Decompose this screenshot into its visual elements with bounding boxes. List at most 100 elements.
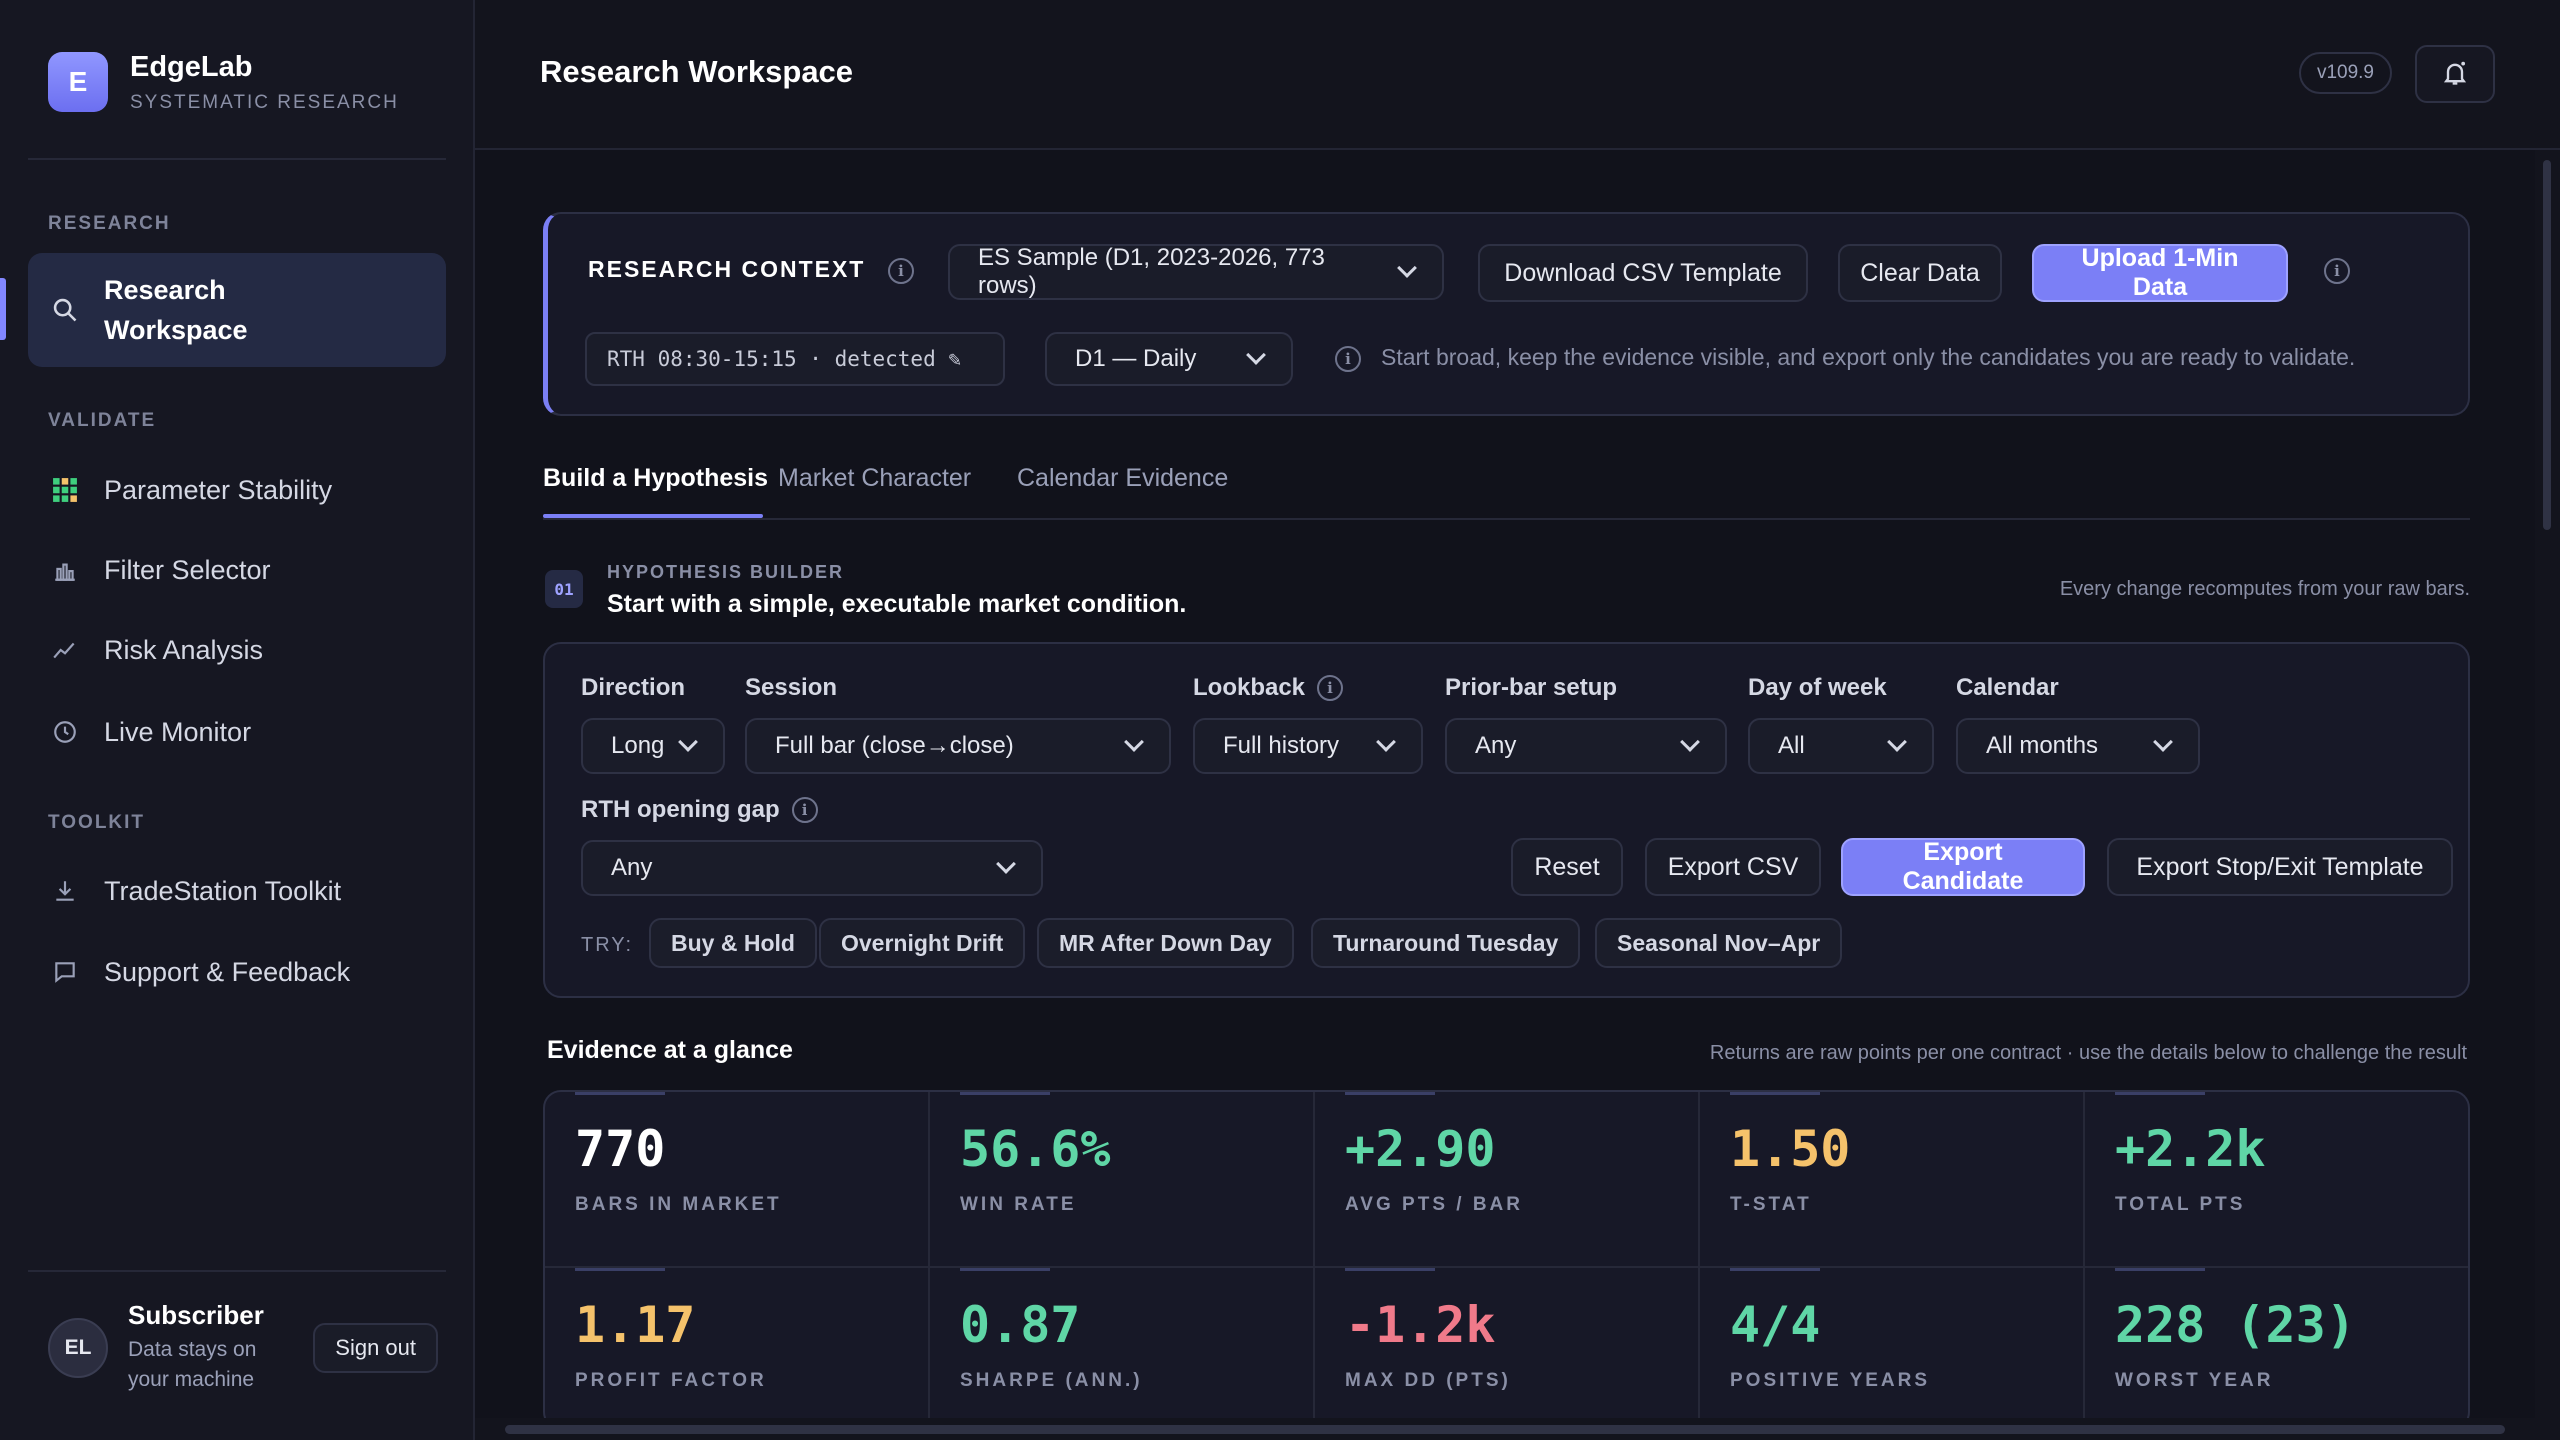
stat-accent-line (1345, 1092, 1435, 1095)
stat-label: AVG PTS / BAR (1345, 1194, 1523, 1215)
stat-card: 228 (23) WORST YEAR (2085, 1268, 2468, 1418)
session-detected-chip[interactable]: RTH 08:30-15:15 · detected ✎ (585, 332, 1005, 386)
sidebar-item-label: Risk Analysis (104, 634, 264, 665)
export-candidate-button[interactable]: Export Candidate (1841, 838, 2085, 896)
sidebar-divider (28, 158, 446, 160)
session-select[interactable]: Full bar (close→close) (745, 718, 1171, 774)
day-of-week-select[interactable]: All (1748, 718, 1934, 774)
scrollbar-thumb[interactable] (505, 1425, 2505, 1434)
stat-label: MAX DD (PTS) (1345, 1370, 1511, 1391)
info-icon[interactable]: i (888, 258, 914, 284)
stat-label: T-STAT (1730, 1194, 1812, 1215)
evidence-stats-grid: 770 BARS IN MARKET 56.6% WIN RATE +2.90 AVG P… (543, 1090, 2470, 1418)
preset-turnaround-tuesday[interactable]: Turnaround Tuesday (1311, 918, 1581, 968)
stat-value: 228 (23) (2115, 1296, 2356, 1354)
page-title: Research Workspace (540, 54, 854, 89)
lookback-select-value: Full history (1223, 732, 1340, 759)
sidebar-item-label: TradeStation Toolkit (104, 875, 342, 906)
reset-button[interactable]: Reset (1511, 838, 1623, 896)
stat-card: 56.6% WIN RATE (930, 1092, 1315, 1268)
sidebar-item-live-monitor[interactable]: Live Monitor (28, 707, 446, 757)
stat-value: 1.50 (1730, 1120, 1851, 1178)
clear-data-button[interactable]: Clear Data (1838, 244, 2002, 302)
stat-value: 56.6% (960, 1120, 1111, 1178)
stat-accent-line (2115, 1092, 2205, 1095)
chevron-down-icon (678, 732, 698, 752)
stat-accent-line (1345, 1268, 1435, 1271)
tab-market-character[interactable]: Market Character (778, 464, 972, 492)
prior-bar-select-value: Any (1475, 732, 1517, 759)
sidebar-item-tradestation-toolkit[interactable]: TradeStation Toolkit (28, 866, 446, 916)
chevron-down-icon (1124, 732, 1144, 752)
info-icon[interactable]: i (1335, 346, 1361, 372)
stat-label: SHARPE (ANN.) (960, 1370, 1143, 1391)
scrollbar-thumb[interactable] (2543, 160, 2551, 530)
sign-out-button[interactable]: Sign out (313, 1322, 438, 1373)
download-csv-template-button[interactable]: Download CSV Template (1478, 244, 1808, 302)
stat-value: 1.17 (575, 1296, 696, 1354)
rth-gap-label-text: RTH opening gap (581, 796, 780, 823)
user-note-line1: Data stays on (128, 1338, 257, 1361)
vertical-scrollbar[interactable] (2535, 150, 2560, 1418)
chat-icon (50, 957, 80, 987)
sidebar-item-support-feedback[interactable]: Support & Feedback (28, 947, 446, 997)
sidebar-item-parameter-stability[interactable]: Parameter Stability (28, 465, 446, 515)
brand-name: EdgeLab (130, 50, 253, 83)
evidence-note: Returns are raw points per one contract … (1709, 1042, 2467, 1064)
sidebar-item-filter-selector[interactable]: Filter Selector (28, 545, 446, 595)
stat-label: WORST YEAR (2115, 1370, 2274, 1391)
lookback-label: Lookback i (1193, 674, 1344, 702)
tab-bar: Build a Hypothesis Market Character Cale… (543, 450, 2470, 520)
session-label: Session (745, 674, 838, 701)
preset-seasonal-nov-apr[interactable]: Seasonal Nov–Apr (1595, 918, 1843, 968)
dataset-select-value: ES Sample (D1, 2023-2026, 773 rows) (978, 244, 1325, 299)
info-icon[interactable]: i (1317, 675, 1344, 701)
export-stop-exit-template-button[interactable]: Export Stop/Exit Template (2107, 838, 2453, 896)
chevron-down-icon (1887, 732, 1907, 752)
grid-icon (50, 475, 80, 505)
section-toolkit: TOOLKIT (48, 812, 146, 833)
stat-card: 0.87 SHARPE (ANN.) (930, 1268, 1315, 1418)
stat-label: TOTAL PTS (2115, 1194, 2246, 1215)
brand[interactable]: E EdgeLab SYSTEMATIC RESEARCH (48, 50, 399, 114)
active-indicator (0, 278, 6, 340)
chevron-down-icon (996, 854, 1016, 874)
sidebar-item-label: Filter Selector (104, 554, 271, 585)
stat-value: 770 (575, 1120, 666, 1178)
sidebar-item-risk-analysis[interactable]: Risk Analysis (28, 625, 446, 675)
brand-subtitle: SYSTEMATIC RESEARCH (130, 91, 399, 113)
section-validate: VALIDATE (48, 410, 157, 431)
calendar-select[interactable]: All months (1956, 718, 2200, 774)
research-context-panel: RESEARCH CONTEXT i ES Sample (D1, 2023-2… (543, 212, 2470, 416)
preset-overnight-drift[interactable]: Overnight Drift (819, 918, 1026, 968)
preset-mr-after-down-day[interactable]: MR After Down Day (1037, 918, 1294, 968)
stat-card: -1.2k MAX DD (PTS) (1315, 1268, 1700, 1418)
stat-label: PROFIT FACTOR (575, 1370, 767, 1391)
upload-data-button[interactable]: Upload 1-Min Data (2032, 244, 2288, 302)
calendar-label: Calendar (1956, 674, 2059, 701)
rth-gap-select[interactable]: Any (581, 840, 1043, 896)
preset-buy-hold[interactable]: Buy & Hold (649, 918, 817, 968)
info-icon[interactable]: i (2324, 258, 2350, 284)
dataset-select[interactable]: ES Sample (D1, 2023-2026, 773 rows) (948, 244, 1444, 300)
stat-label: POSITIVE YEARS (1730, 1370, 1931, 1391)
chevron-down-icon (2153, 732, 2173, 752)
export-csv-button[interactable]: Export CSV (1645, 838, 1821, 896)
topbar: Research Workspace v109.9 (475, 0, 2560, 150)
sidebar: E EdgeLab SYSTEMATIC RESEARCH RESEARCH R… (0, 0, 475, 1440)
lookback-select[interactable]: Full history (1193, 718, 1423, 774)
avatar: EL (48, 1317, 108, 1378)
tab-build-hypothesis[interactable]: Build a Hypothesis (543, 464, 769, 492)
info-icon[interactable]: i (791, 797, 818, 823)
prior-bar-select[interactable]: Any (1445, 718, 1727, 774)
tab-calendar-evidence[interactable]: Calendar Evidence (1017, 464, 1229, 492)
timeframe-select[interactable]: D1 — Daily (1045, 332, 1293, 386)
chevron-down-icon (1376, 732, 1396, 752)
notifications-button[interactable] (2415, 45, 2495, 103)
stat-accent-line (960, 1268, 1050, 1271)
horizontal-scrollbar[interactable] (475, 1418, 2560, 1440)
prior-bar-label: Prior-bar setup (1445, 674, 1618, 701)
direction-select[interactable]: Long (581, 718, 725, 774)
sidebar-item-research-workspace[interactable]: Research Workspace (28, 253, 446, 367)
